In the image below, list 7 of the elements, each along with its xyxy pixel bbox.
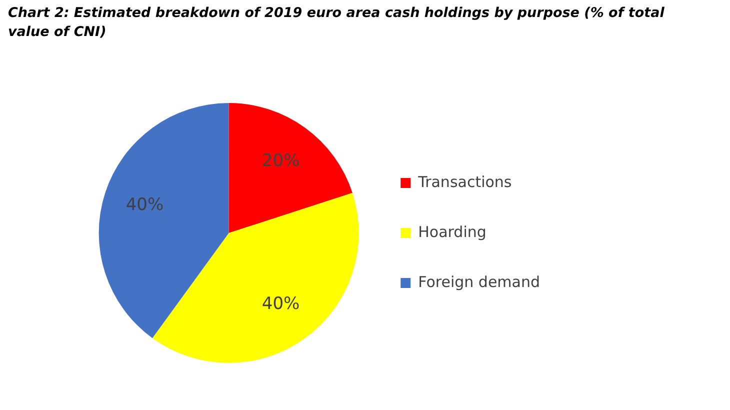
chart-title: Chart 2: Estimated breakdown of 2019 euro area cash holdings by purpose (% of total value of CNI) bbox=[8, 4, 666, 42]
legend-label: Foreign demand bbox=[418, 272, 540, 291]
data-label: 40% bbox=[262, 294, 300, 314]
data-label: 40% bbox=[126, 195, 164, 216]
data-label: 20% bbox=[262, 150, 300, 171]
legend-label: Hoarding bbox=[418, 222, 486, 241]
legend-label: Transactions bbox=[417, 172, 512, 191]
